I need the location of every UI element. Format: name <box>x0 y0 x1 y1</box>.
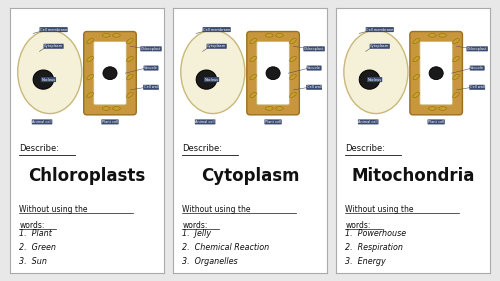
Text: Without using the: Without using the <box>182 205 251 214</box>
Text: Without using the: Without using the <box>19 205 87 214</box>
Text: words:: words: <box>182 221 208 230</box>
Text: Without using the: Without using the <box>346 205 414 214</box>
Text: 2.  Respiration: 2. Respiration <box>346 243 404 252</box>
Text: Describe:: Describe: <box>19 144 59 153</box>
Text: 3.  Organelles: 3. Organelles <box>182 257 238 266</box>
Text: 1.  Powerhouse: 1. Powerhouse <box>346 229 406 238</box>
Text: 3.  Sun: 3. Sun <box>19 257 47 266</box>
Text: Cytoplasm: Cytoplasm <box>200 167 299 185</box>
Text: Mitochondria: Mitochondria <box>352 167 475 185</box>
Text: Describe:: Describe: <box>346 144 386 153</box>
Text: 2.  Chemical Reaction: 2. Chemical Reaction <box>182 243 270 252</box>
Text: 3.  Energy: 3. Energy <box>346 257 386 266</box>
Text: Chloroplasts: Chloroplasts <box>28 167 146 185</box>
Text: Describe:: Describe: <box>182 144 222 153</box>
Text: 1.  Plant: 1. Plant <box>19 229 52 238</box>
Text: 1.  Jelly: 1. Jelly <box>182 229 212 238</box>
Text: words:: words: <box>346 221 371 230</box>
Text: 2.  Green: 2. Green <box>19 243 56 252</box>
Text: words:: words: <box>19 221 44 230</box>
